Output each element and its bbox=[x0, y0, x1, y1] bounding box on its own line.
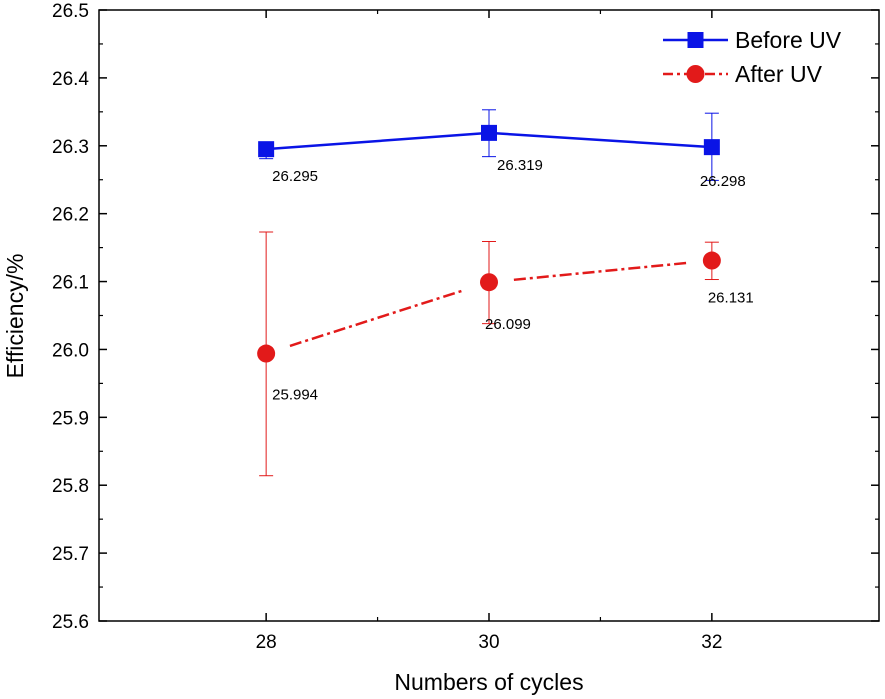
legend-label: After UV bbox=[735, 61, 823, 87]
series-layer: 26.295 26.319 26.298 25.994 26.099 26.131 bbox=[257, 109, 754, 477]
data-point-square bbox=[481, 124, 497, 141]
tick-labels: 25.6 25.7 25.8 25.9 26.0 26.1 26.2 26.3 26.4 26.5… bbox=[52, 1, 722, 653]
x-tick-label: 30 bbox=[478, 632, 499, 653]
series-line bbox=[266, 131, 490, 151]
legend-item: Before UV bbox=[663, 27, 842, 53]
x-tick-label: 32 bbox=[701, 632, 722, 653]
series-line bbox=[513, 261, 688, 282]
y-axis-title: Efficiency/% bbox=[2, 254, 28, 379]
data-label: 26.099 bbox=[485, 316, 531, 333]
y-tick-label: 25.7 bbox=[52, 544, 89, 565]
series-line bbox=[488, 131, 712, 149]
y-tick-label: 26.2 bbox=[52, 205, 89, 226]
y-tick-label: 26.3 bbox=[52, 137, 89, 158]
legend-marker-square bbox=[687, 32, 704, 48]
series-before-uv: 26.295 26.319 26.298 bbox=[258, 109, 746, 190]
y-tick-label: 26.0 bbox=[52, 340, 89, 361]
y-tick-label: 25.6 bbox=[52, 612, 89, 633]
data-label: 25.994 bbox=[272, 387, 318, 404]
series-line bbox=[289, 288, 466, 348]
x-tick-label: 28 bbox=[256, 632, 277, 653]
data-point-square bbox=[258, 141, 275, 158]
data-label: 26.298 bbox=[700, 173, 746, 190]
data-label: 26.319 bbox=[497, 157, 543, 174]
legend-item: After UV bbox=[663, 61, 823, 87]
series-after-uv: 25.994 26.099 26.131 bbox=[257, 231, 754, 477]
y-tick-label: 26.5 bbox=[52, 1, 89, 22]
y-tick-label: 25.9 bbox=[52, 408, 89, 429]
data-point-circle bbox=[480, 273, 498, 292]
y-tick-label: 26.1 bbox=[52, 273, 89, 294]
y-tick-label: 26.4 bbox=[52, 69, 89, 90]
y-tick-label: 25.8 bbox=[52, 476, 89, 497]
x-axis-title: Numbers of cycles bbox=[394, 669, 583, 695]
legend: Before UV After UV bbox=[663, 27, 842, 87]
legend-label: Before UV bbox=[735, 27, 842, 53]
data-point-circle bbox=[257, 344, 276, 363]
data-point-circle bbox=[702, 251, 721, 270]
legend-marker-circle bbox=[686, 65, 705, 83]
data-label: 26.131 bbox=[708, 290, 754, 307]
axis-ticks bbox=[99, 9, 879, 622]
data-point-square bbox=[703, 139, 720, 156]
data-label: 26.295 bbox=[272, 168, 318, 185]
